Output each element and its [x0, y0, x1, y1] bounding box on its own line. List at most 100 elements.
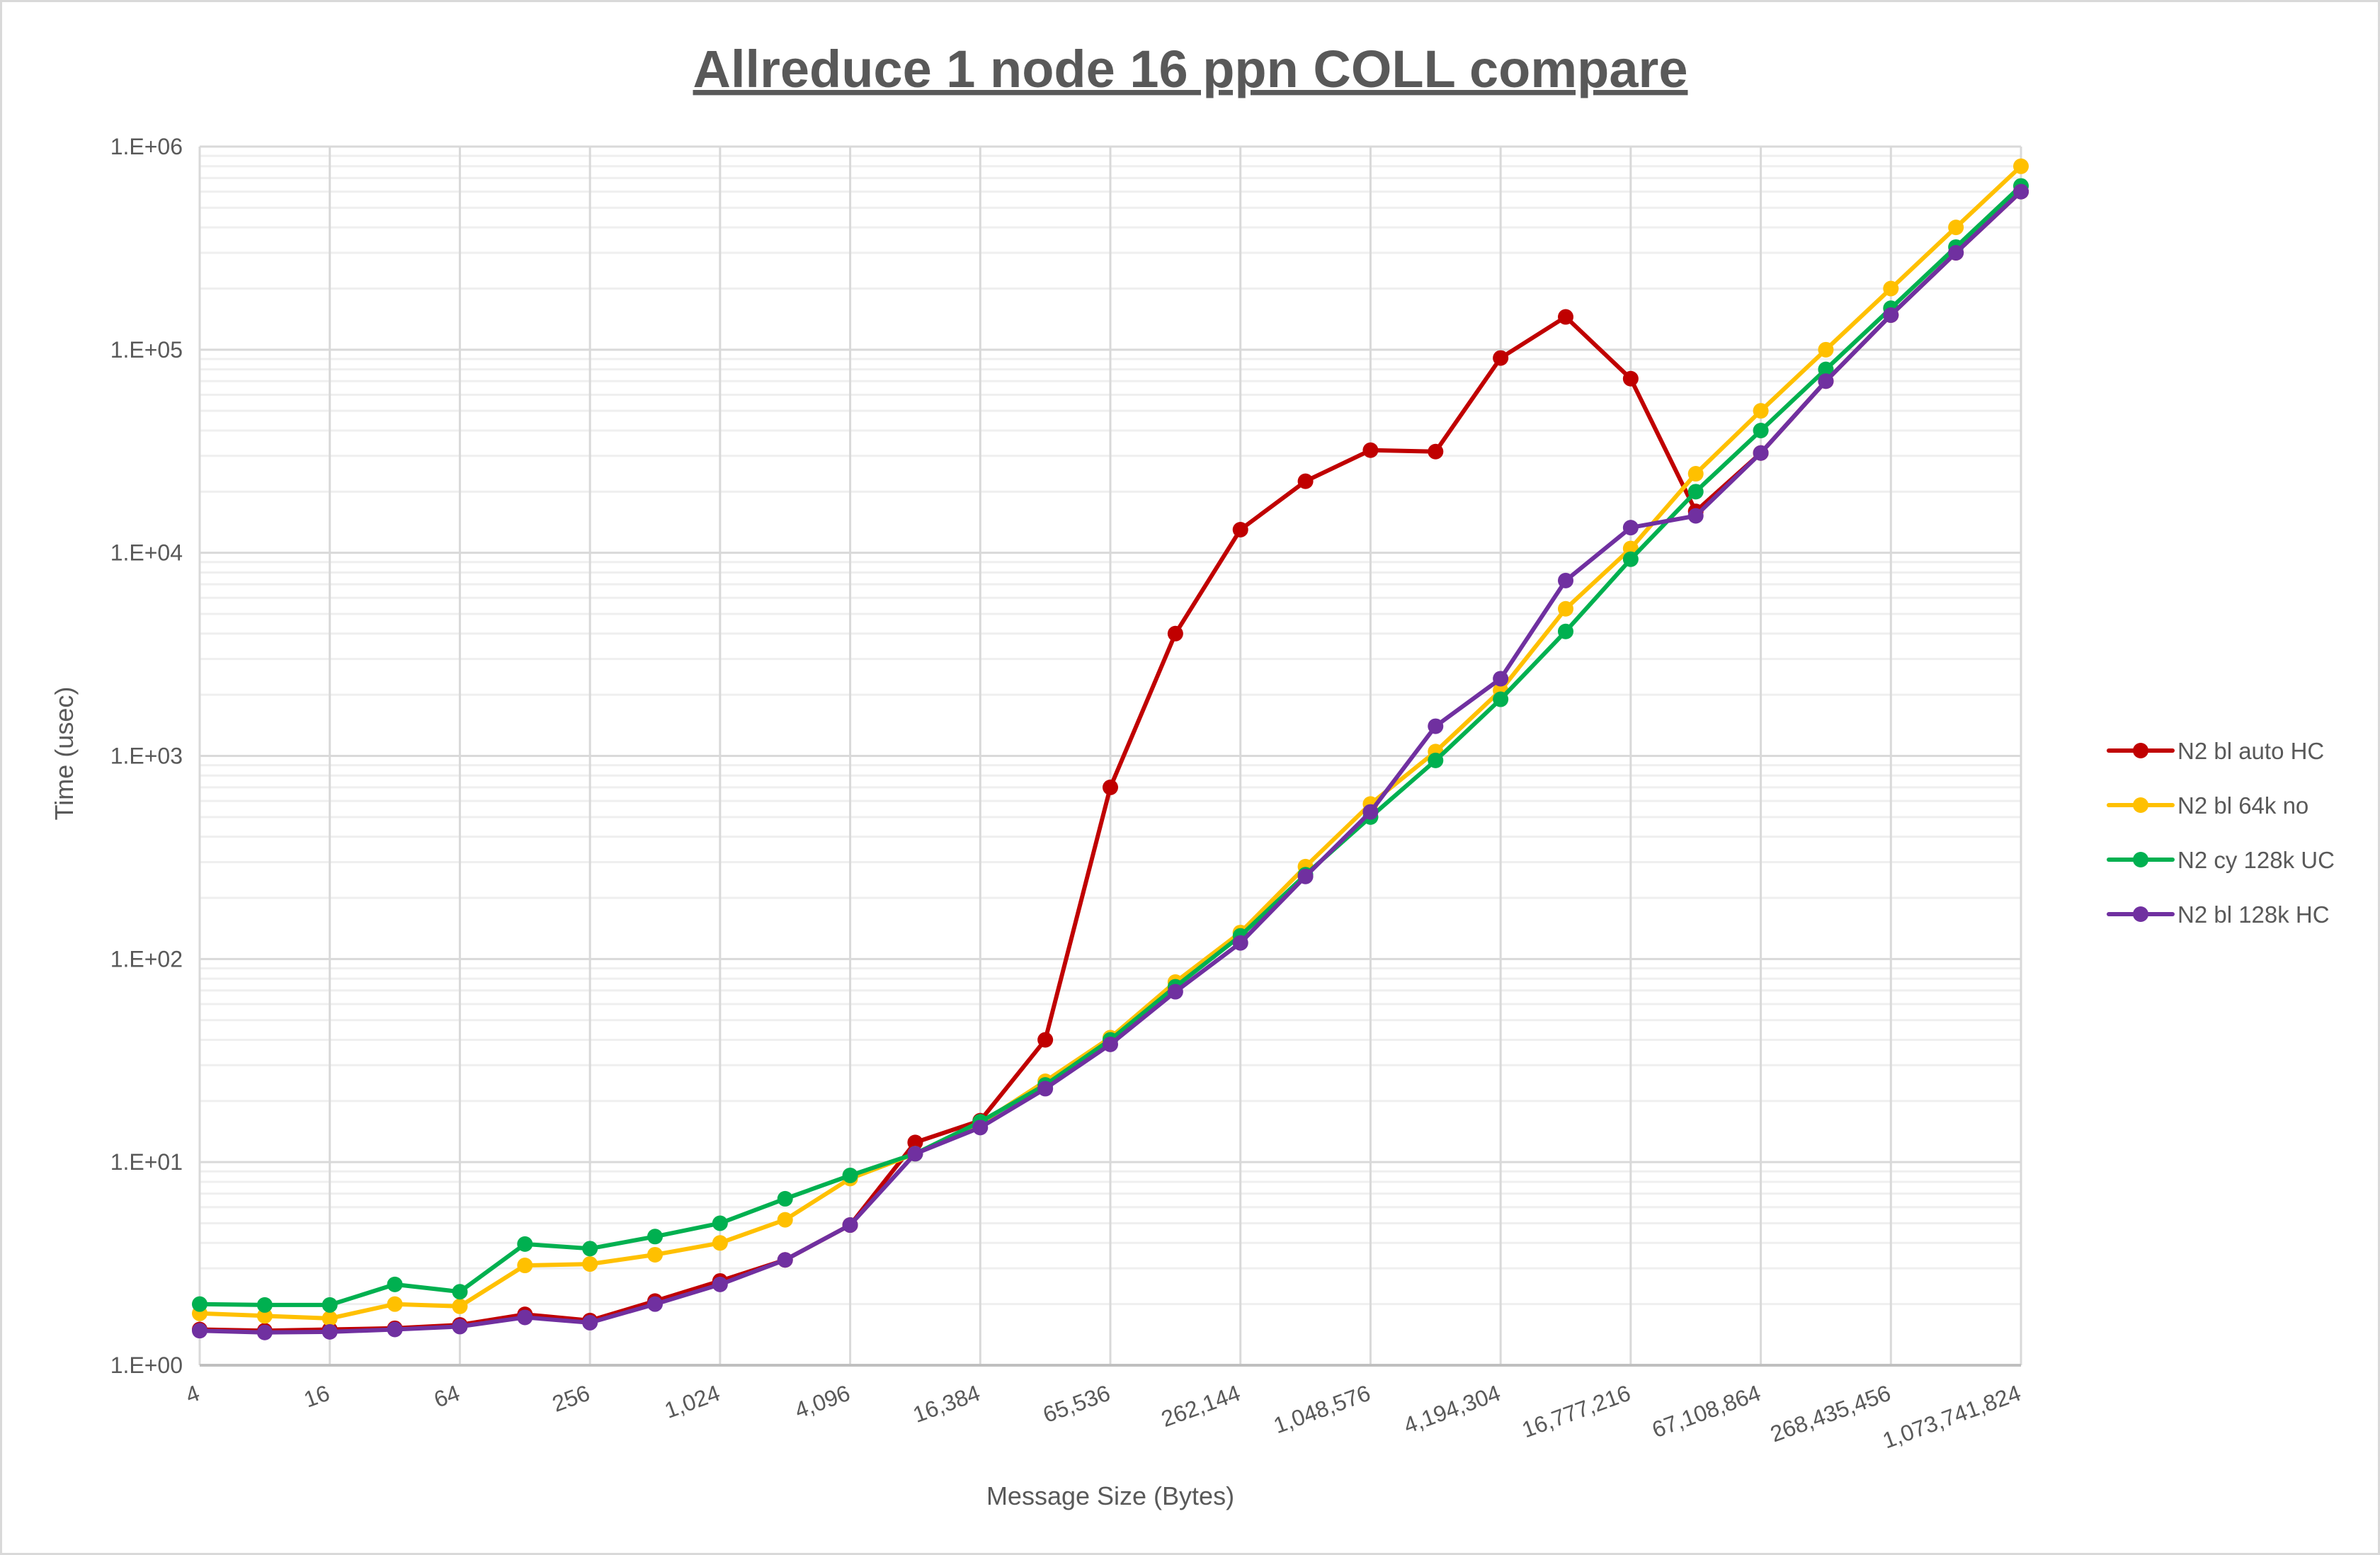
data-point	[777, 1190, 793, 1207]
data-point	[1687, 484, 1704, 500]
data-point	[1753, 403, 1769, 419]
data-point	[321, 1323, 338, 1340]
data-point	[517, 1236, 533, 1252]
data-point	[517, 1258, 533, 1274]
legend-marker	[2133, 743, 2148, 758]
data-point	[777, 1212, 793, 1228]
data-point	[1362, 804, 1379, 820]
data-point	[387, 1276, 403, 1292]
x-tick-label: 65,536	[1040, 1380, 1113, 1428]
data-point	[1818, 361, 1834, 377]
data-point	[712, 1215, 728, 1231]
x-tick-label: 1,024	[661, 1380, 724, 1423]
data-point	[1297, 473, 1314, 489]
data-point	[256, 1297, 273, 1313]
data-point	[1297, 868, 1314, 884]
data-point	[1558, 309, 1573, 325]
data-point	[842, 1217, 858, 1234]
data-point	[1362, 442, 1379, 458]
data-point	[517, 1309, 533, 1326]
data-point	[452, 1298, 468, 1314]
y-axis-ticks: 1.E+00 1.E+01 1.E+02 1.E+03 1.E+04 1.E+05 1.E+…	[110, 134, 183, 1378]
x-tick-label: 16,777,216	[1518, 1380, 1634, 1443]
data-point	[1687, 466, 1704, 482]
data-point	[582, 1256, 598, 1272]
data-point	[1753, 422, 1769, 438]
data-point	[712, 1276, 728, 1292]
data-point	[1883, 307, 1899, 323]
data-point	[1037, 1081, 1054, 1097]
y-tick-label: 1.E+06	[110, 134, 183, 159]
data-point	[321, 1297, 338, 1313]
data-point	[647, 1229, 663, 1245]
data-point	[972, 1120, 989, 1136]
data-point	[907, 1146, 923, 1162]
y-tick-label: 1.E+04	[110, 540, 183, 566]
legend-label: N2 cy 128k UC	[2177, 847, 2335, 873]
data-point	[1232, 521, 1248, 537]
x-tick-label: 16,384	[909, 1380, 983, 1428]
data-point	[1167, 625, 1183, 642]
data-point	[1558, 600, 1573, 617]
x-tick-label: 4,194,304	[1400, 1380, 1503, 1439]
x-tick-label: 256	[549, 1380, 593, 1417]
y-axis-label: Time (usec)	[50, 687, 79, 821]
x-tick-label: 268,435,456	[1767, 1380, 1894, 1447]
x-tick-label: 64	[431, 1380, 463, 1413]
data-point	[1753, 445, 1769, 461]
data-point	[712, 1235, 728, 1251]
data-point	[1948, 244, 1964, 261]
data-point	[1232, 935, 1248, 951]
y-tick-label: 1.E+01	[110, 1149, 183, 1175]
data-point	[777, 1252, 793, 1268]
data-point	[1493, 691, 1509, 707]
y-tick-label: 1.E+00	[110, 1352, 183, 1378]
data-point	[907, 1134, 923, 1151]
legend-label: N2 bl 64k no	[2177, 792, 2308, 819]
chart-title: Allreduce 1 node 16 ppn COLL compare	[693, 40, 1688, 98]
data-point	[1493, 350, 1509, 366]
gridlines	[198, 145, 2022, 1367]
legend-label: N2 bl 128k HC	[2177, 901, 2330, 928]
legend-label: N2 bl auto HC	[2177, 738, 2324, 764]
data-point	[1622, 520, 1639, 536]
data-point	[1428, 718, 1444, 734]
data-point	[1622, 551, 1639, 567]
y-tick-label: 1.E+02	[110, 946, 183, 972]
x-tick-label: 1,073,741,824	[1879, 1380, 2025, 1454]
data-point	[452, 1284, 468, 1300]
data-point	[1622, 370, 1639, 387]
data-point	[2013, 183, 2029, 200]
x-tick-label: 262,144	[1158, 1380, 1243, 1432]
data-point	[1558, 623, 1573, 639]
data-point	[582, 1241, 598, 1257]
data-point	[1883, 280, 1899, 297]
data-point	[387, 1296, 403, 1312]
legend-item: N2 bl 64k no	[2107, 792, 2308, 819]
data-point	[1493, 671, 1509, 687]
legend: N2 bl auto HC N2 bl 64k no N2 cy 128k UC N2…	[2107, 738, 2335, 928]
data-point	[1818, 373, 1834, 389]
data-point	[256, 1308, 273, 1324]
data-point	[1167, 984, 1183, 1000]
y-tick-label: 1.E+05	[110, 337, 183, 363]
data-point	[2013, 158, 2029, 174]
legend-marker	[2133, 852, 2148, 867]
data-point	[1037, 1032, 1054, 1048]
data-point	[647, 1246, 663, 1263]
data-point	[1818, 341, 1834, 358]
series-n2-bl-128k-hc	[192, 183, 2029, 1340]
data-point	[256, 1324, 273, 1340]
series-group	[192, 158, 2029, 1340]
data-point	[647, 1296, 663, 1312]
x-tick-label: 1,048,576	[1270, 1380, 1374, 1439]
legend-item: N2 cy 128k UC	[2107, 847, 2335, 873]
data-point	[582, 1314, 598, 1331]
data-point	[1103, 779, 1118, 795]
x-tick-label: 4,096	[791, 1380, 853, 1423]
x-axis-label: Message Size (Bytes)	[986, 1481, 1234, 1510]
data-point	[1558, 572, 1573, 588]
x-axis-ticks: 4 16 64 256 1,024 4,096 16,384 65,536 262,144 1,0…	[182, 1380, 2024, 1454]
data-point	[387, 1321, 403, 1338]
